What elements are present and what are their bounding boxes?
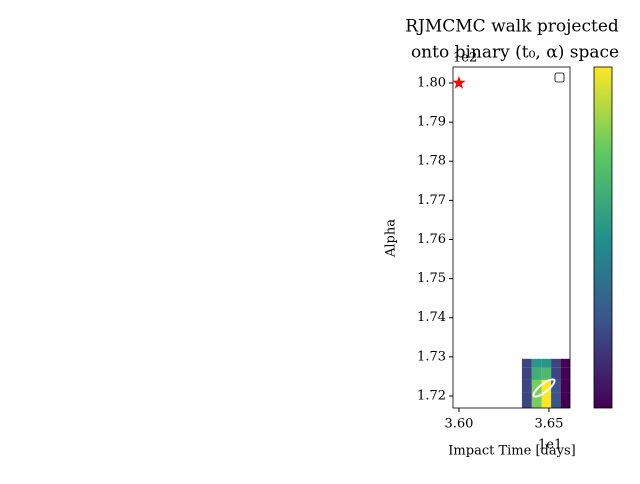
y-tick-label: 1.79: [417, 115, 446, 130]
y-tick-label: 1.75: [417, 271, 446, 286]
colorbar: [593, 66, 613, 409]
heatmap-cell: [551, 392, 561, 408]
heatmap-cell: [531, 392, 542, 408]
x-axis-label: Impact Time [days]: [448, 444, 575, 459]
y-tick-label: 1.74: [417, 310, 446, 325]
axes-frame: [452, 66, 571, 409]
y-axis-label: Alpha: [384, 219, 399, 258]
heatmap-cell: [531, 358, 542, 368]
heatmap-cell: [521, 392, 532, 408]
y-tick-label: 1.78: [417, 154, 446, 169]
contour: [532, 378, 556, 398]
y-tick-label: 1.73: [417, 349, 446, 364]
heatmap-cell: [541, 358, 552, 368]
x-offset: 1e1: [538, 438, 562, 453]
x-tick-label: 3.60: [444, 417, 473, 432]
heatmap-cell: [560, 358, 570, 368]
heatmap-cell: [560, 379, 570, 393]
heatmap-cell: [521, 358, 532, 368]
heatmap-cell: [541, 392, 552, 408]
y-tick-label: 1.77: [417, 193, 446, 208]
heatmap-cell: [531, 379, 542, 393]
heatmap-cell: [560, 367, 570, 380]
star-marker: [452, 76, 466, 89]
x-tick-label: 3.65: [534, 417, 563, 432]
heatmap-cell: [541, 367, 552, 380]
heatmap-cell: [560, 392, 570, 408]
heatmap-cell: [531, 367, 542, 380]
heatmap-cell: [551, 358, 561, 368]
y-offset: 1e2: [453, 51, 477, 66]
y-tick-label: 1.72: [417, 388, 446, 403]
chart-title: onto binary (t₀, α) space: [411, 43, 619, 63]
heatmap-cell: [551, 367, 561, 380]
y-tick-label: 1.76: [417, 232, 446, 247]
legend: [554, 72, 565, 83]
y-tick-label: 1.80: [417, 76, 446, 91]
heatmap-cell: [521, 367, 532, 380]
heatmap-cell: [541, 379, 552, 393]
chart-title: RJMCMC walk projected: [405, 17, 619, 37]
heatmap-cell: [551, 379, 561, 393]
heatmap-cell: [521, 379, 532, 393]
